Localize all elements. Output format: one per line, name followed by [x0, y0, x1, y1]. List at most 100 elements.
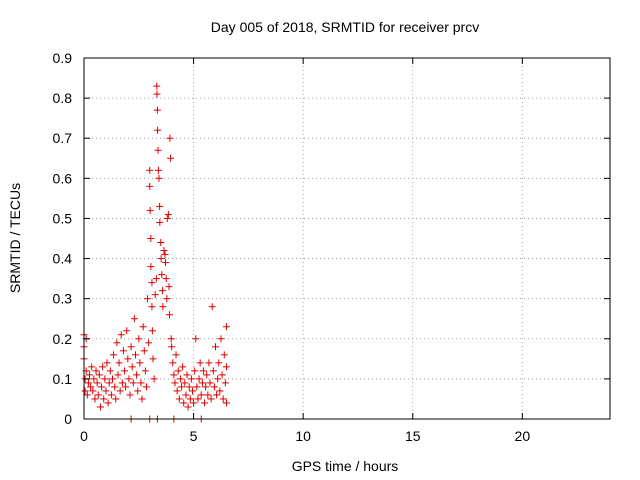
data-point	[222, 363, 230, 371]
data-point	[219, 395, 227, 403]
y-tick-label: 0.7	[53, 130, 73, 146]
y-tick-label: 0.3	[53, 291, 73, 307]
data-point	[150, 375, 158, 383]
data-point	[123, 327, 131, 335]
data-point	[114, 371, 122, 379]
data-point	[108, 375, 116, 383]
data-point	[94, 391, 102, 399]
y-tick-label: 0.5	[53, 210, 73, 226]
data-point	[81, 387, 89, 395]
data-point	[192, 335, 200, 343]
x-tick-label: 15	[405, 428, 421, 444]
data-point	[201, 399, 209, 407]
data-point	[148, 327, 156, 335]
x-tick-label: 10	[295, 428, 311, 444]
data-point	[158, 287, 166, 295]
data-point	[179, 363, 187, 371]
data-point	[203, 371, 211, 379]
data-point	[145, 339, 153, 347]
data-point	[161, 251, 169, 259]
y-tick-label: 0	[64, 411, 72, 427]
data-point	[170, 371, 178, 379]
y-tick-labels: 0 0.1 0.2 0.3 0.4 0.5 0.6 0.7 0.8 0.9	[53, 50, 73, 427]
data-point	[187, 375, 195, 383]
data-point	[92, 367, 100, 375]
x-axis-label: GPS time / hours	[292, 458, 399, 474]
data-point	[196, 359, 204, 367]
data-point	[188, 387, 196, 395]
data-point	[215, 359, 223, 367]
data-point	[136, 359, 144, 367]
data-point	[198, 379, 206, 387]
data-point	[222, 399, 230, 407]
data-point	[93, 379, 101, 387]
data-point	[155, 174, 163, 182]
data-point	[186, 395, 194, 403]
data-point	[110, 351, 118, 359]
y-axis-label: SRMTID / TECUs	[7, 183, 23, 293]
data-point	[127, 343, 135, 351]
data-point	[190, 399, 198, 407]
data-point	[176, 375, 184, 383]
data-point	[130, 315, 138, 323]
data-point	[214, 375, 222, 383]
data-point	[104, 399, 112, 407]
data-point	[135, 335, 143, 343]
data-point	[138, 395, 146, 403]
data-point	[139, 323, 147, 331]
data-point	[209, 367, 217, 375]
data-point	[117, 331, 125, 339]
y-tick-label: 0.8	[53, 90, 73, 106]
data-point	[124, 355, 132, 363]
data-point	[118, 379, 126, 387]
data-point	[83, 391, 91, 399]
data-marks	[80, 82, 230, 423]
axis-ticks	[83, 57, 610, 420]
data-point	[166, 134, 174, 142]
data-point	[163, 214, 171, 222]
data-point	[156, 202, 164, 210]
x-tick-label: 0	[80, 428, 88, 444]
data-point	[162, 275, 170, 283]
data-point	[148, 303, 156, 311]
data-point	[88, 363, 96, 371]
data-point	[155, 166, 163, 174]
data-point	[142, 383, 150, 391]
data-point	[167, 154, 175, 162]
data-point	[204, 391, 212, 399]
data-point	[125, 375, 133, 383]
data-point	[107, 391, 115, 399]
data-point	[116, 387, 124, 395]
data-point	[185, 383, 193, 391]
data-point	[164, 210, 172, 218]
data-point	[213, 391, 221, 399]
grid-lines	[84, 58, 610, 419]
data-point	[156, 218, 164, 226]
data-point	[154, 126, 162, 134]
y-tick-label: 0.6	[53, 170, 73, 186]
data-point	[154, 146, 162, 154]
data-point	[163, 295, 171, 303]
data-point	[153, 82, 161, 90]
data-point	[172, 351, 180, 359]
plot-frame	[83, 57, 611, 420]
data-point	[96, 403, 104, 411]
data-point	[157, 239, 165, 247]
data-point	[191, 367, 199, 375]
y-tick-label: 0.2	[53, 331, 73, 347]
data-point	[180, 399, 188, 407]
data-point	[174, 367, 182, 375]
data-point	[183, 371, 191, 379]
data-point	[153, 106, 161, 114]
data-point	[152, 275, 160, 283]
data-point	[119, 347, 127, 355]
data-point	[84, 379, 92, 387]
y-tick-label: 0.4	[53, 251, 73, 267]
data-point	[173, 387, 181, 395]
data-point	[184, 403, 192, 411]
data-point	[147, 235, 155, 242]
data-point	[181, 379, 189, 387]
data-point	[165, 311, 173, 319]
data-point	[102, 387, 110, 395]
x-tick-label: 20	[515, 428, 531, 444]
